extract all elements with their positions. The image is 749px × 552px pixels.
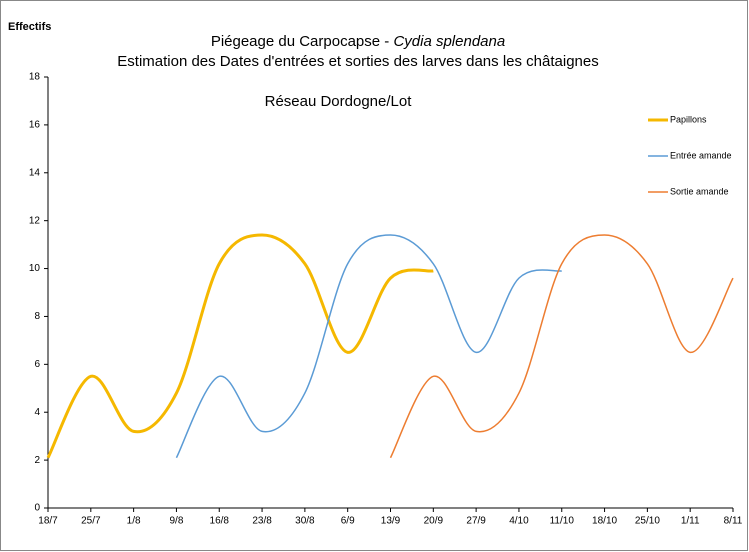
series-line (175, 234, 562, 459)
chart-subtitle: Estimation des Dates d'entrées et sortie… (117, 53, 598, 70)
legend-label: Papillons (670, 114, 707, 124)
x-tick-label: 13/9 (381, 516, 401, 527)
y-tick-label: 18 (29, 72, 41, 83)
chart-title: Piégeage du Carpocapse - Cydia splendana (211, 33, 505, 50)
y-tick-label: 4 (34, 407, 40, 418)
x-tick-label: 25/7 (81, 516, 101, 527)
y-tick-label: 6 (34, 359, 40, 370)
x-tick-label: 11/10 (550, 516, 575, 527)
y-tick-label: 2 (34, 455, 40, 466)
y-tick-label: 14 (29, 167, 41, 178)
y-tick-label: 12 (29, 215, 41, 226)
y-tick-label: 0 (34, 503, 40, 514)
title-text: Piégeage du Carpocapse - (211, 33, 394, 50)
y-tick-label: 8 (34, 311, 40, 322)
y-tick-label: 10 (29, 263, 41, 274)
x-tick-label: 16/8 (210, 516, 230, 527)
x-tick-label: 27/9 (466, 516, 486, 527)
x-tick-label: 1/11 (681, 516, 700, 527)
series-line (46, 233, 434, 459)
x-tick-label: 30/8 (295, 516, 315, 527)
x-tick-label: 18/7 (38, 516, 58, 527)
x-tick-label: 9/8 (169, 516, 183, 527)
x-tick-label: 4/10 (509, 516, 529, 527)
title-species: Cydia splendana (393, 33, 505, 50)
legend-label: Entrée amande (670, 150, 732, 160)
x-tick-label: 20/9 (424, 516, 444, 527)
x-tick-label: 23/8 (252, 516, 272, 527)
x-tick-label: 8/11 (724, 516, 743, 527)
x-tick-label: 25/10 (635, 516, 660, 527)
y-axis-label: Effectifs (8, 21, 51, 33)
x-tick-label: 1/8 (127, 516, 141, 527)
legend-label: Sortie amande (670, 186, 729, 196)
x-tick-label: 6/9 (341, 516, 355, 527)
series-line (389, 234, 734, 459)
annotation: Réseau Dordogne/Lot (265, 93, 413, 110)
x-tick-label: 18/10 (592, 516, 617, 527)
y-tick-label: 16 (29, 120, 41, 131)
